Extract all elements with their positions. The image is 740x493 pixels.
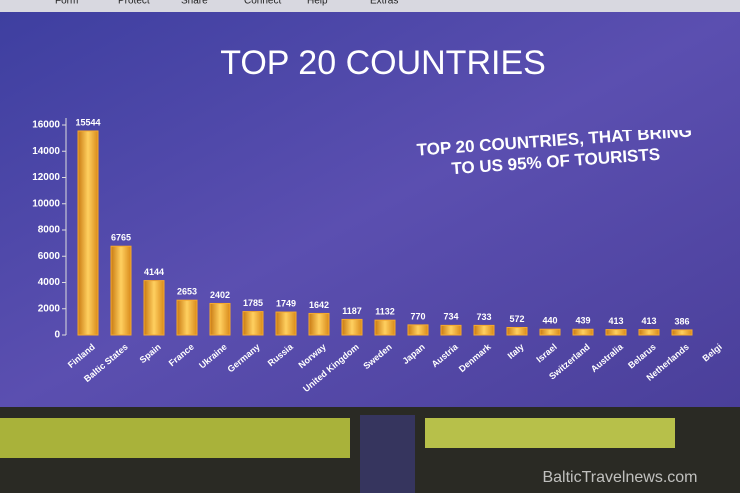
value-label: 2402 — [210, 290, 230, 300]
y-tick-label: 4000 — [38, 277, 61, 288]
watermark: BalticTravelnews.com — [542, 469, 697, 486]
bar — [473, 324, 495, 336]
value-label: 1132 — [375, 307, 395, 317]
value-label: 440 — [542, 316, 557, 326]
value-label: 6765 — [111, 233, 131, 243]
menu-item: Connect — [244, 0, 281, 7]
bar — [242, 311, 264, 336]
bar — [407, 324, 429, 336]
y-tick-label: 0 — [54, 330, 60, 341]
value-label: 439 — [575, 316, 590, 326]
value-label: 2653 — [177, 287, 197, 297]
y-tick-label: 10000 — [32, 198, 60, 209]
value-label: 1749 — [276, 298, 296, 308]
chart-title: TOP 20 COUNTRIES — [220, 44, 546, 82]
annotation-box: TOP 20 COUNTRIES, THAT BRING TO US 95% O… — [416, 130, 693, 179]
value-label: 15544 — [75, 117, 100, 127]
bar — [176, 299, 198, 336]
value-label: 572 — [509, 314, 524, 324]
annotation: TOP 20 COUNTRIES, THAT BRING TO US 95% O… — [416, 130, 693, 179]
y-tick-label: 6000 — [38, 251, 61, 262]
bar — [671, 329, 693, 336]
panel — [425, 418, 675, 448]
value-label: 1187 — [342, 306, 362, 316]
panel — [360, 415, 415, 493]
value-label: 733 — [476, 312, 491, 322]
menu-item: Extras — [370, 0, 398, 7]
bar — [275, 311, 297, 336]
menu-item: Share — [181, 0, 208, 7]
value-label: 1642 — [309, 300, 329, 310]
y-tick-label: 8000 — [38, 225, 61, 236]
bar — [374, 319, 396, 336]
y-tick-label: 14000 — [32, 146, 60, 157]
panel — [0, 418, 350, 458]
bar — [506, 326, 528, 336]
value-label: 413 — [608, 316, 623, 326]
menu-item: Protect — [118, 0, 150, 7]
menu-item: Help — [307, 0, 328, 7]
value-label: 770 — [410, 311, 425, 321]
bar — [440, 324, 462, 336]
y-tick-label: 2000 — [38, 303, 61, 314]
bar — [308, 312, 330, 336]
y-tick-label: 12000 — [32, 172, 60, 183]
value-label: 413 — [641, 316, 656, 326]
value-label: 4144 — [144, 267, 164, 277]
menu-bar — [0, 0, 740, 12]
y-tick-label: 16000 — [32, 120, 60, 131]
screen — [0, 12, 740, 407]
bar — [143, 280, 165, 336]
bar — [110, 245, 132, 336]
value-label: 386 — [674, 316, 689, 326]
bar — [341, 318, 363, 336]
menu: Form Protect Share Connect Help Extras — [55, 0, 398, 7]
bar — [539, 328, 561, 336]
bar — [638, 329, 660, 336]
menu-item: Form — [55, 0, 78, 7]
bar — [572, 328, 594, 336]
bar — [605, 329, 627, 336]
bar — [77, 130, 99, 336]
value-label: 734 — [443, 312, 458, 322]
value-label: 1785 — [243, 298, 263, 308]
bar — [209, 302, 231, 336]
